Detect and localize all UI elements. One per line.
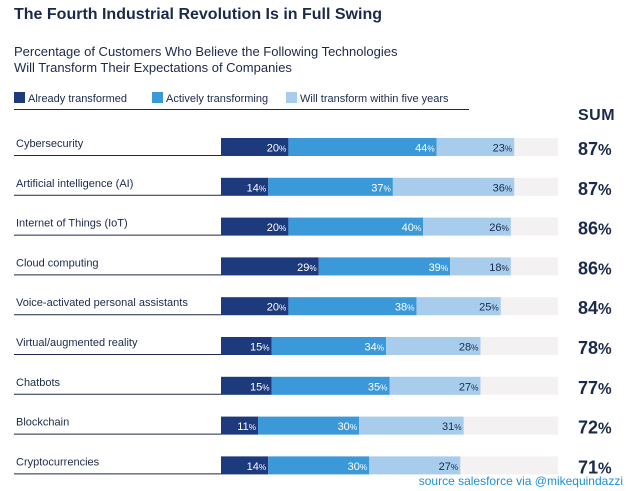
- bar-segment-will-transform-within-five-years-voice-activated-personal-assistants: [416, 297, 501, 316]
- bar-segment-already-transformed-virtual-augmented-reality: [221, 337, 272, 355]
- data-label-actively-transforming-cloud-computing: 39%: [429, 262, 449, 274]
- sum-value-artificial-intelligence-ai: 87%: [578, 179, 612, 199]
- data-label-actively-transforming-blockchain: 30%: [338, 421, 358, 433]
- bar-segment-will-transform-within-five-years-virtual-augmented-reality: [386, 337, 481, 355]
- data-label-actively-transforming-cryptocurrencies: 30%: [348, 461, 368, 473]
- bar-segment-already-transformed-internet-of-things-iot: [221, 217, 289, 236]
- sum-value-cloud-computing: 86%: [578, 258, 612, 278]
- bar-segment-already-transformed-cryptocurrencies: [221, 456, 269, 475]
- bar-segment-actively-transforming-virtual-augmented-reality: [271, 337, 387, 355]
- category-label-chatbots: Chatbots: [16, 377, 61, 389]
- sum-value-virtual-augmented-reality: 78%: [578, 338, 612, 358]
- category-label-cybersecurity: Cybersecurity: [16, 138, 84, 150]
- data-label-will-transform-within-five-years-cloud-computing: 18%: [489, 262, 509, 274]
- category-label-internet-of-things-iot: Internet of Things (IoT): [16, 218, 128, 230]
- data-label-will-transform-within-five-years-virtual-augmented-reality: 28%: [459, 342, 479, 354]
- data-label-already-transformed-cybersecurity: 20%: [267, 143, 287, 155]
- legend-swatch-five-years: [286, 92, 297, 103]
- data-label-actively-transforming-internet-of-things-iot: 40%: [402, 222, 422, 234]
- data-label-actively-transforming-voice-activated-personal-assistants: 38%: [395, 302, 415, 314]
- category-label-voice-activated-personal-assistants: Voice-activated personal assistants: [16, 297, 188, 309]
- bar-segment-actively-transforming-artificial-intelligence-ai: [268, 177, 393, 196]
- legend-item-already: Already transformed: [14, 92, 127, 105]
- bar-segment-actively-transforming-voice-activated-personal-assistants: [288, 297, 417, 316]
- bar-segment-will-transform-within-five-years-cybersecurity: [436, 138, 515, 156]
- chart-title: The Fourth Industrial Revolution Is in F…: [14, 6, 382, 23]
- data-label-will-transform-within-five-years-cryptocurrencies: 27%: [439, 461, 459, 473]
- bar-segment-actively-transforming-cybersecurity: [288, 138, 437, 156]
- chart-subtitle: Percentage of Customers Who Believe the …: [14, 44, 434, 76]
- data-label-already-transformed-blockchain: 11%: [237, 421, 256, 433]
- data-label-will-transform-within-five-years-cybersecurity: 23%: [493, 143, 513, 155]
- bar-segment-actively-transforming-blockchain: [258, 416, 360, 435]
- category-label-cloud-computing: Cloud computing: [16, 257, 99, 269]
- data-label-will-transform-within-five-years-blockchain: 31%: [442, 421, 462, 433]
- legend-label-actively: Actively transforming: [166, 93, 269, 105]
- bar-segment-already-transformed-cybersecurity: [221, 138, 289, 156]
- bar-segment-will-transform-within-five-years-cryptocurrencies: [369, 456, 461, 475]
- legend: Already transformed Actively transformin…: [14, 92, 469, 110]
- sum-header: SUM: [578, 107, 616, 124]
- bar-segment-will-transform-within-five-years-artificial-intelligence-ai: [392, 177, 515, 196]
- category-label-virtual-augmented-reality: Virtual/augmented reality: [16, 337, 138, 349]
- subtitle-line-2: Will Transform Their Expectations of Com…: [14, 60, 292, 75]
- legend-label-already: Already transformed: [28, 93, 128, 105]
- legend-label-five-years: Will transform within five years: [300, 93, 449, 105]
- sum-value-cybersecurity: 87%: [578, 139, 612, 159]
- data-label-will-transform-within-five-years-voice-activated-personal-assistants: 25%: [479, 302, 499, 314]
- bar-segment-will-transform-within-five-years-cloud-computing: [450, 257, 511, 276]
- bar-segment-actively-transforming-cryptocurrencies: [268, 456, 370, 475]
- data-label-will-transform-within-five-years-chatbots: 27%: [459, 381, 479, 393]
- data-label-will-transform-within-five-years-artificial-intelligence-ai: 36%: [493, 182, 513, 194]
- bar-segment-actively-transforming-internet-of-things-iot: [288, 217, 424, 236]
- bar-segment-already-transformed-voice-activated-personal-assistants: [221, 297, 289, 316]
- sum-value-voice-activated-personal-assistants: 84%: [578, 298, 612, 318]
- bar-segment-will-transform-within-five-years-blockchain: [359, 416, 464, 435]
- source-credit: source salesforce via @mikequindazzi: [418, 474, 623, 488]
- data-label-already-transformed-artificial-intelligence-ai: 14%: [247, 182, 267, 194]
- data-label-will-transform-within-five-years-internet-of-things-iot: 26%: [489, 222, 509, 234]
- category-label-artificial-intelligence-ai: Artificial intelligence (AI): [16, 178, 133, 190]
- bar-segment-actively-transforming-chatbots: [271, 376, 390, 395]
- legend-item-actively: Actively transforming: [152, 92, 268, 105]
- data-label-already-transformed-cryptocurrencies: 14%: [247, 461, 267, 473]
- bar-segment-actively-transforming-cloud-computing: [318, 257, 451, 276]
- data-label-already-transformed-internet-of-things-iot: 20%: [267, 222, 287, 234]
- sum-value-blockchain: 72%: [578, 418, 612, 438]
- sum-value-cryptocurrencies: 71%: [578, 457, 612, 477]
- data-label-already-transformed-cloud-computing: 29%: [297, 262, 317, 274]
- bar-segment-already-transformed-chatbots: [221, 376, 272, 395]
- data-label-actively-transforming-artificial-intelligence-ai: 37%: [371, 182, 391, 194]
- legend-swatch-actively: [152, 92, 163, 103]
- data-label-actively-transforming-virtual-augmented-reality: 34%: [365, 342, 385, 354]
- category-label-blockchain: Blockchain: [16, 417, 69, 429]
- bar-segment-will-transform-within-five-years-internet-of-things-iot: [423, 217, 511, 236]
- legend-swatch-already: [14, 92, 25, 103]
- bar-segment-already-transformed-cloud-computing: [221, 257, 319, 276]
- data-label-already-transformed-chatbots: 15%: [250, 381, 270, 393]
- subtitle-line-1: Percentage of Customers Who Believe the …: [14, 44, 398, 59]
- bar-segment-already-transformed-artificial-intelligence-ai: [221, 177, 269, 196]
- legend-item-five-years: Will transform within five years: [286, 92, 449, 105]
- sum-value-internet-of-things-iot: 86%: [578, 219, 612, 239]
- sum-value-chatbots: 77%: [578, 378, 612, 398]
- data-label-actively-transforming-cybersecurity: 44%: [415, 143, 435, 155]
- category-label-cryptocurrencies: Cryptocurrencies: [16, 456, 100, 468]
- data-label-actively-transforming-chatbots: 35%: [368, 381, 388, 393]
- data-label-already-transformed-voice-activated-personal-assistants: 20%: [267, 302, 287, 314]
- bar-segment-already-transformed-blockchain: [221, 416, 259, 435]
- data-label-already-transformed-virtual-augmented-reality: 15%: [250, 342, 270, 354]
- bar-segment-will-transform-within-five-years-chatbots: [389, 376, 481, 395]
